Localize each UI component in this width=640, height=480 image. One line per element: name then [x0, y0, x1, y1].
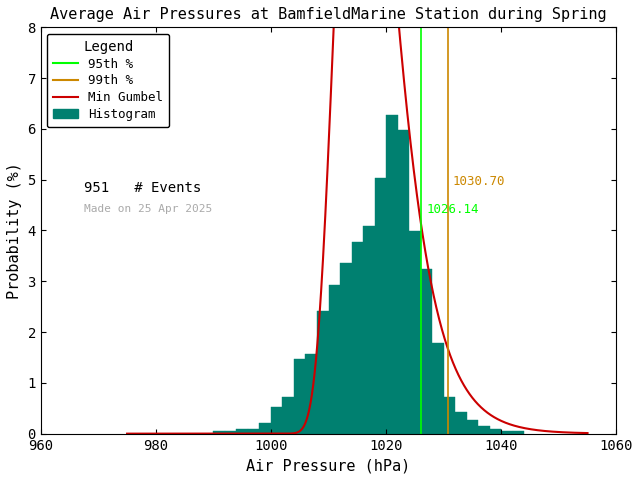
- Bar: [420, 268, 432, 433]
- Title: Average Air Pressures at BamfieldMarine Station during Spring: Average Air Pressures at BamfieldMarine …: [50, 7, 607, 22]
- Text: 1030.70: 1030.70: [452, 175, 505, 188]
- X-axis label: Air Pressure (hPa): Air Pressure (hPa): [246, 458, 411, 473]
- Bar: [282, 396, 294, 433]
- Bar: [236, 429, 248, 433]
- Bar: [501, 431, 513, 433]
- Bar: [397, 131, 409, 433]
- Bar: [328, 285, 340, 433]
- Bar: [432, 343, 444, 433]
- Bar: [248, 429, 259, 433]
- Bar: [351, 242, 363, 433]
- Bar: [513, 431, 524, 433]
- Text: 1026.14: 1026.14: [426, 203, 479, 216]
- Bar: [305, 354, 317, 433]
- Bar: [213, 431, 225, 433]
- Bar: [467, 420, 478, 433]
- Bar: [294, 359, 305, 433]
- Bar: [490, 429, 501, 433]
- Y-axis label: Probability (%): Probability (%): [7, 162, 22, 299]
- Bar: [259, 423, 271, 433]
- Legend: 95th %, 99th %, Min Gumbel, Histogram: 95th %, 99th %, Min Gumbel, Histogram: [47, 34, 170, 127]
- Bar: [374, 178, 386, 433]
- Bar: [340, 264, 351, 433]
- Bar: [444, 396, 455, 433]
- Bar: [317, 311, 328, 433]
- Text: 951   # Events: 951 # Events: [84, 181, 201, 195]
- Text: Made on 25 Apr 2025: Made on 25 Apr 2025: [84, 204, 212, 214]
- Bar: [409, 231, 420, 433]
- Bar: [271, 407, 282, 433]
- Bar: [386, 115, 397, 433]
- Bar: [478, 425, 490, 433]
- Bar: [225, 431, 236, 433]
- Bar: [363, 227, 374, 433]
- Bar: [455, 412, 467, 433]
